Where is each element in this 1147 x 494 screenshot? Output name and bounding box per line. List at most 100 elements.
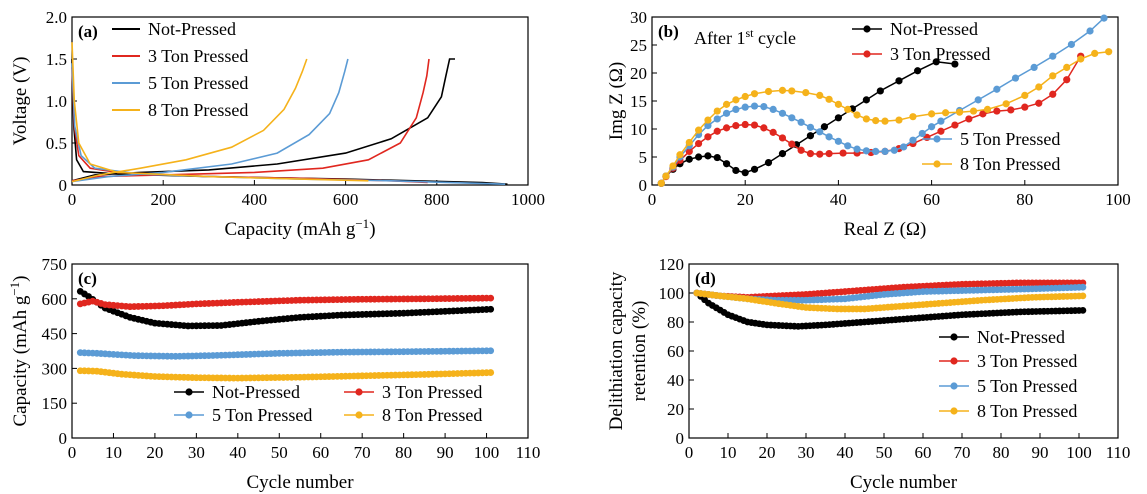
y-tick-label: 10	[630, 120, 647, 139]
data-point	[965, 115, 973, 123]
x-axis-label: Cycle number	[246, 472, 354, 493]
data-point	[750, 121, 759, 129]
legend-marker	[950, 382, 958, 390]
data-point	[862, 96, 870, 104]
data-point	[806, 123, 815, 131]
legend-entry: 5 Ton Pressed	[148, 73, 248, 93]
y-tick-label: 450	[42, 325, 68, 344]
panel-c-cycling-capacity: 0 10 20 30 40 50 60 70 80 90 100 110 0 150 300 450 600 75…	[7, 255, 540, 493]
data-point	[713, 107, 721, 115]
y-axis-label: Delithiation capacity	[606, 271, 627, 430]
data-point	[778, 109, 787, 117]
data-point	[881, 117, 889, 125]
panel-label: (b)	[658, 22, 679, 41]
data-point	[1049, 72, 1057, 80]
series-3-ton-pressed	[71, 58, 430, 184]
series-8-ton-pressed	[657, 48, 1113, 187]
data-point	[951, 121, 959, 129]
data-point	[778, 86, 787, 94]
discharge-curve-3-ton-pressed	[71, 67, 428, 184]
legend-marker	[933, 160, 941, 168]
panel-label: (a)	[78, 22, 98, 41]
y-tick-label: 300	[42, 359, 68, 378]
data-point	[741, 103, 749, 111]
data-point	[825, 95, 833, 103]
x-tick-label: 90	[1032, 443, 1049, 462]
data-point	[788, 87, 796, 95]
x-tick-label: 30	[188, 443, 205, 462]
series-not-pressed	[693, 289, 1087, 330]
x-tick-label: 80	[395, 443, 412, 462]
series-8-ton-pressed	[76, 367, 495, 382]
legend-entry: 5 Ton Pressed	[960, 129, 1060, 149]
data-point	[722, 124, 731, 132]
data-point	[825, 150, 833, 158]
legend-marker	[355, 388, 363, 396]
data-point	[1091, 49, 1099, 58]
data-point	[1021, 103, 1029, 111]
data-point	[872, 117, 880, 125]
data-point	[704, 122, 712, 130]
data-point	[788, 140, 796, 148]
discharge-curve-8-ton-pressed	[71, 42, 369, 182]
y-tick-label: 2.0	[46, 8, 67, 27]
series-8-ton-pressed	[71, 42, 369, 183]
x-tick-label: 0	[68, 443, 77, 462]
legend-entry: 8 Ton Pressed	[977, 401, 1077, 421]
panel-d-retention: 0 10 20 30 40 50 60 70 80 90 100 110 0 20 40 60 80 100 120…	[606, 255, 1130, 493]
data-point	[662, 172, 670, 180]
data-point	[741, 169, 749, 177]
data-point	[928, 123, 936, 131]
data-point	[741, 120, 749, 129]
panel-label: (d)	[695, 269, 716, 288]
legend-marker	[950, 407, 958, 415]
data-point	[788, 114, 796, 122]
charge-curve-not-pressed	[71, 58, 455, 182]
data-point	[862, 147, 870, 155]
x-tick-label: 200	[150, 190, 176, 209]
legend-marker	[863, 50, 871, 58]
y-tick-label: 40	[667, 371, 684, 390]
data-point	[974, 96, 982, 104]
data-point	[872, 147, 880, 155]
data-point	[937, 127, 945, 135]
legend-marker	[933, 135, 941, 143]
data-point	[764, 159, 773, 167]
data-point	[1079, 292, 1087, 300]
legend-marker	[185, 388, 193, 396]
data-point	[487, 347, 495, 355]
y-tick-label: 120	[659, 255, 685, 274]
data-point	[1035, 83, 1043, 91]
series-5-ton-pressed	[76, 347, 495, 360]
data-point	[890, 146, 898, 154]
y-tick-label: 0	[59, 176, 68, 195]
data-point	[732, 166, 740, 175]
series-not-pressed	[657, 58, 959, 187]
y-tick-label: 30	[630, 8, 647, 27]
data-point	[1011, 74, 1020, 82]
x-tick-label: 100	[474, 443, 500, 462]
data-point	[820, 123, 829, 131]
data-point	[993, 85, 1001, 93]
data-point	[657, 179, 665, 187]
charge-curve-5-ton-pressed	[71, 58, 349, 183]
x-tick-label: 30	[798, 443, 815, 462]
y-tick-label: 0	[639, 176, 648, 195]
data-point	[941, 109, 950, 117]
data-point	[704, 152, 712, 160]
x-axis-label: Real Z (Ω)	[844, 219, 927, 240]
y-tick-label: 5	[639, 148, 648, 167]
data-point	[816, 128, 824, 136]
legend-entry: Not-Pressed	[977, 327, 1065, 347]
data-point	[895, 77, 903, 85]
data-point	[487, 305, 495, 313]
x-tick-label: 50	[876, 443, 893, 462]
data-point	[750, 90, 759, 98]
data-point	[760, 124, 768, 132]
x-axis-label: Capacity (mAh g−1)	[224, 216, 375, 240]
data-point	[722, 100, 731, 108]
data-point	[983, 105, 992, 113]
data-point	[951, 60, 959, 68]
x-tick-label: 0	[68, 190, 77, 209]
